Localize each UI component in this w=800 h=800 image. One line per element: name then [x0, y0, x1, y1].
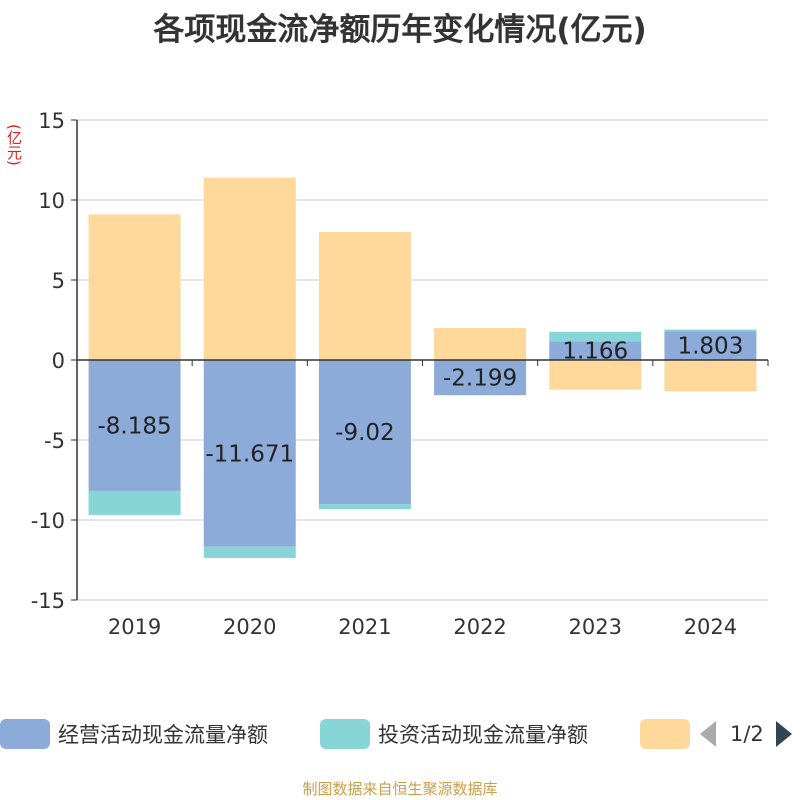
y-tick-label: 0: [52, 349, 65, 373]
y-tick-label: 15: [38, 109, 65, 133]
bar-third-series: [318, 232, 411, 360]
y-tick-label: -10: [31, 509, 65, 533]
bar-third-series: [88, 214, 181, 360]
x-tick-label: 2021: [338, 615, 391, 639]
legend-swatch-third-series: [640, 719, 690, 749]
legend-page-indicator: 1/2: [730, 722, 764, 746]
y-tick-label: -15: [31, 589, 65, 613]
y-tick-label: 10: [38, 189, 65, 213]
y-axis-unit: (亿元): [5, 124, 23, 166]
bar-chart: 15 10 5 0 -5 -10 -15 2019 2020 2021 2022 2023 2024 -8…: [31, 109, 769, 639]
legend-swatch-investing: [320, 719, 370, 749]
legend-item-investing[interactable]: 投资活动现金流量净额: [320, 716, 588, 752]
x-tick-label: 2022: [453, 615, 506, 639]
x-tick-label: 2019: [108, 615, 161, 639]
bar-operating: [434, 360, 527, 396]
bar-investing: [664, 329, 757, 332]
bar-third-series: [664, 360, 757, 392]
legend-label-investing: 投资活动现金流量净额: [378, 723, 588, 747]
data-label: -8.185: [98, 413, 172, 439]
bar-third-series: [434, 328, 527, 360]
bar-third-series: [549, 360, 642, 390]
chart-title: 各项现金流净额历年变化情况(亿元): [153, 12, 647, 48]
bar-operating: [318, 360, 411, 505]
bar-investing: [318, 504, 411, 510]
x-tick-label: 2023: [569, 615, 622, 639]
legend-pager: 1/2: [700, 716, 792, 752]
data-label: 1.166: [562, 339, 628, 365]
bar-investing: [203, 546, 296, 558]
y-tick-label: -5: [44, 429, 65, 453]
legend: 经营活动现金流量净额 投资活动现金流量净额 1/2: [0, 716, 800, 752]
bar-investing: [549, 331, 642, 342]
bar-operating: [549, 341, 642, 360]
legend-prev-icon[interactable]: [700, 721, 716, 747]
bar-operating: [664, 331, 757, 360]
bar-investing: [88, 490, 181, 515]
legend-next-icon[interactable]: [775, 721, 792, 747]
data-label: -2.199: [443, 366, 517, 392]
y-tick-label: 5: [52, 269, 65, 293]
bar-third-series: [203, 177, 296, 360]
legend-item-third-series[interactable]: [640, 716, 698, 752]
data-label: -11.671: [205, 441, 294, 467]
data-source-note: 制图数据来自恒生聚源数据库: [302, 780, 498, 798]
bar-operating: [203, 360, 296, 547]
x-tick-label: 2020: [223, 615, 276, 639]
legend-item-operating[interactable]: 经营活动现金流量净额: [0, 716, 268, 752]
data-label: -9.02: [335, 420, 395, 446]
x-tick-label: 2024: [684, 615, 737, 639]
legend-label-operating: 经营活动现金流量净额: [58, 723, 268, 747]
bar-operating: [88, 360, 181, 491]
data-label: 1.803: [677, 334, 743, 360]
legend-swatch-operating: [0, 719, 50, 749]
